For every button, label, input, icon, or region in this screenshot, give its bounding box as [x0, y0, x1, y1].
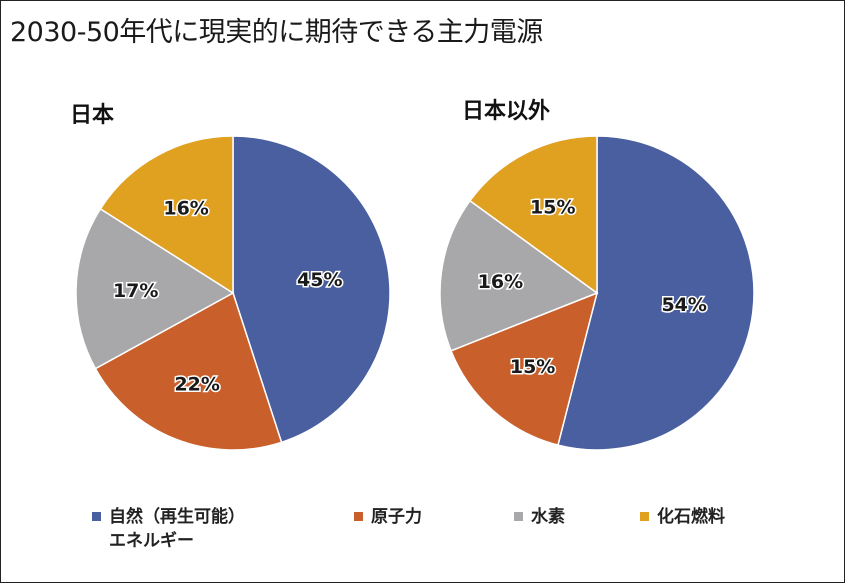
pie-chart-japan: 45% 22% 17% 16% — [75, 135, 391, 451]
legend-label-renewable-line1: 自然（再生可能） — [109, 507, 245, 527]
pie-label-nuclear: 15% — [510, 356, 555, 378]
legend-swatch-nuclear — [354, 512, 363, 521]
pie-label-renewable: 45% — [297, 269, 342, 291]
pie-slice-renewable — [232, 135, 391, 444]
legend-label-fossil: 化石燃料 — [657, 507, 725, 527]
legend-item-nuclear: 原子力 — [354, 505, 422, 529]
pie-slice-renewable — [557, 135, 755, 451]
pie-slice-fossil — [99, 135, 234, 295]
pie-title-outside-japan: 日本以外 — [462, 99, 551, 124]
pie-slice-nuclear — [450, 291, 599, 446]
pie-slice-nuclear — [94, 291, 283, 451]
pie-label-renewable: 54% — [661, 294, 706, 316]
legend-item-fossil: 化石燃料 — [640, 505, 725, 529]
legend-item-renewable: 自然（再生可能） エネルギー — [92, 505, 245, 553]
pie-label-nuclear: 22% — [174, 374, 219, 396]
pie-slice-hydrogen — [75, 207, 235, 370]
pie-slice-hydrogen — [439, 199, 599, 352]
legend-swatch-hydrogen — [514, 512, 523, 521]
pie-chart-outside-japan: 54% 15% 16% 15% — [439, 135, 755, 451]
legend-swatch-fossil — [640, 512, 649, 521]
pie-label-fossil: 16% — [163, 198, 208, 220]
pie-slice-fossil — [468, 135, 598, 295]
legend-label-nuclear: 原子力 — [371, 507, 422, 527]
pie-label-fossil: 15% — [530, 196, 575, 218]
legend-swatch-renewable — [92, 512, 101, 521]
pie-label-hydrogen: 16% — [478, 271, 523, 293]
pie-title-japan: 日本 — [70, 103, 115, 128]
page-title: 2030-50年代に現実的に期待できる主力電源 — [10, 17, 543, 48]
legend-label-renewable-line2: エネルギー — [109, 531, 194, 551]
legend-label-hydrogen: 水素 — [531, 507, 565, 527]
pie-label-hydrogen: 17% — [113, 280, 158, 302]
legend-item-hydrogen: 水素 — [514, 505, 565, 529]
